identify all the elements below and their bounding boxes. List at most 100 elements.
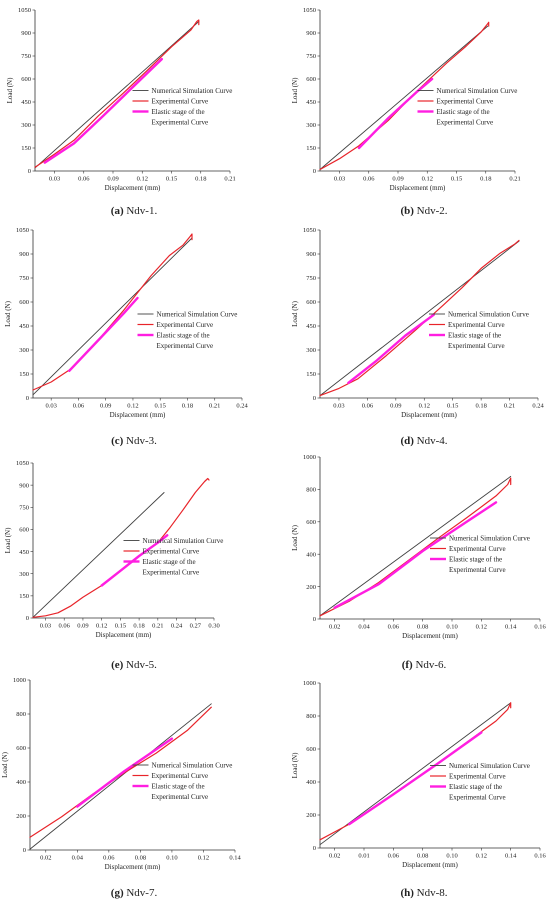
caption-text: Ndv-5. [123, 659, 157, 671]
numerical-curve [32, 492, 165, 618]
y-tick-label: 0 [313, 168, 316, 175]
y-tick-label: 800 [306, 487, 316, 494]
y-tick-label: 900 [19, 482, 29, 489]
x-axis-label: Displacement (mm) [96, 631, 152, 639]
x-tick-label: 0.03 [40, 623, 51, 630]
elastic-curve [68, 296, 139, 372]
chart-panel-4: 0 150 300 450 600 750 900 1050 0.03 0.06 0.09 0.12 0… [291, 227, 544, 447]
y-tick-label: 600 [306, 746, 316, 753]
legend-label-numerical: Numerical Simulation Curve [143, 537, 224, 545]
y-tick-label: 0 [28, 168, 31, 175]
y-tick-label: 1050 [16, 227, 29, 234]
x-tick-label: 0.04 [358, 624, 370, 631]
y-tick-label: 1050 [303, 7, 316, 14]
numerical-curve [29, 703, 212, 850]
numerical-curve [319, 475, 512, 617]
legend-label-experimental: Experimental Curve [143, 548, 200, 556]
y-tick-label: 200 [16, 813, 26, 820]
caption-tag: (d) [400, 435, 414, 447]
legend-label-elastic-line2: Experimental Curve [152, 119, 209, 127]
elastic-curve [348, 731, 483, 826]
x-tick-label: 0.08 [417, 853, 428, 860]
experimental-curve [319, 702, 512, 841]
caption-text: Ndv-6. [413, 659, 447, 671]
numerical-curve [319, 25, 489, 170]
x-tick-label: 0.21 [504, 403, 515, 410]
x-tick-label: 0.18 [182, 403, 193, 410]
x-tick-label: 0.09 [392, 176, 403, 183]
y-axis-label: Load (N) [291, 77, 299, 104]
caption-tag: (g) [111, 887, 124, 899]
caption-text: Ndv-4. [414, 435, 448, 447]
y-tick-label: 200 [306, 584, 316, 591]
chart-panel-5: 0 150 300 450 600 750 900 1050 0.03 0.06 0.09 0.12 0… [4, 460, 223, 671]
caption-tag: (b) [400, 205, 414, 217]
y-tick-label: 450 [19, 549, 29, 556]
elastic-curve [347, 313, 435, 384]
x-tick-label: 0.24 [236, 403, 248, 410]
x-tick-label: 0.15 [166, 176, 177, 183]
x-tick-label: 0.24 [532, 403, 544, 410]
legend-label-experimental: Experimental Curve [152, 98, 209, 106]
legend-label-experimental: Experimental Curve [449, 773, 506, 781]
y-axis-label: Load (N) [4, 527, 12, 554]
y-tick-label: 200 [306, 812, 316, 819]
x-tick-label: 0.04 [72, 855, 84, 862]
y-tick-label: 900 [306, 251, 316, 258]
x-tick-label: 0.14 [505, 853, 517, 860]
legend-label-numerical: Numerical Simulation Curve [152, 762, 233, 770]
y-tick-label: 400 [306, 551, 316, 558]
panel-caption: (d) Ndv-4. [400, 435, 447, 447]
x-tick-label: 0.09 [100, 403, 111, 410]
x-axis-label: Displacement (mm) [401, 411, 457, 419]
legend-label-elastic: Elastic stage of the [449, 783, 502, 791]
y-tick-label: 150 [19, 593, 29, 600]
legend-label-numerical: Numerical Simulation Curve [152, 87, 233, 95]
x-tick-label: 0.02 [40, 855, 51, 862]
y-tick-label: 1000 [303, 454, 316, 461]
y-tick-label: 0 [313, 395, 316, 402]
legend-label-elastic: Elastic stage of the [152, 108, 205, 116]
legend: Numerical Simulation Curve Experimental C… [132, 762, 233, 801]
x-axis-label: Displacement (mm) [390, 184, 446, 192]
y-tick-label: 300 [19, 571, 29, 578]
legend-label-elastic: Elastic stage of the [448, 332, 501, 340]
x-tick-label: 0.12 [476, 853, 487, 860]
x-tick-label: 0.14 [229, 855, 241, 862]
y-tick-label: 900 [306, 30, 316, 37]
experimental-curve [29, 706, 212, 838]
x-tick-label: 0.15 [155, 403, 166, 410]
y-tick-label: 600 [306, 299, 316, 306]
experimental-curve [32, 233, 193, 391]
x-tick-label: 0.06 [363, 176, 375, 183]
x-tick-label: 0.06 [362, 403, 374, 410]
chart-panel-8: 0 200 400 600 800 1000 0.02 0.01 0.06 0.08 0.10 0.1… [291, 680, 546, 899]
legend-label-elastic-line2: Experimental Curve [437, 119, 494, 127]
legend-label-elastic: Elastic stage of the [449, 556, 502, 564]
legend-label-experimental: Experimental Curve [437, 98, 494, 106]
chart-panel-1: 0 150 300 450 600 750 900 1050 0.03 0.06 0.09 0.12 0… [6, 7, 236, 217]
chart-panel-3: 0 150 300 450 600 750 900 1050 0.03 0.06 0.09 0.12 0… [4, 227, 248, 447]
y-tick-label: 300 [21, 122, 31, 129]
y-tick-label: 600 [16, 745, 26, 752]
x-axis-label: Displacement (mm) [105, 863, 161, 871]
panel-caption: (e) Ndv-5. [111, 659, 157, 671]
legend: Numerical Simulation Curve Experimental C… [429, 311, 529, 350]
legend-label-elastic-line2: Experimental Curve [152, 793, 209, 801]
x-tick-label: 0.21 [509, 176, 520, 183]
x-tick-label: 0.10 [446, 624, 457, 631]
caption-text: Ndv-3. [123, 435, 157, 447]
numerical-curve [34, 21, 200, 169]
panel-caption: (f) Ndv-6. [402, 659, 447, 671]
y-tick-label: 600 [19, 299, 29, 306]
y-tick-label: 750 [19, 504, 29, 511]
x-tick-label: 0.12 [137, 176, 148, 183]
y-tick-label: 1000 [13, 677, 26, 684]
legend: Numerical Simulation Curve Experimental C… [123, 537, 224, 577]
x-tick-label: 0.09 [107, 176, 118, 183]
x-tick-label: 0.09 [390, 403, 401, 410]
y-tick-label: 800 [306, 713, 316, 720]
panel-caption: (g) Ndv-7. [111, 887, 158, 899]
x-tick-label: 0.18 [480, 176, 491, 183]
elastic-curve [43, 57, 164, 164]
